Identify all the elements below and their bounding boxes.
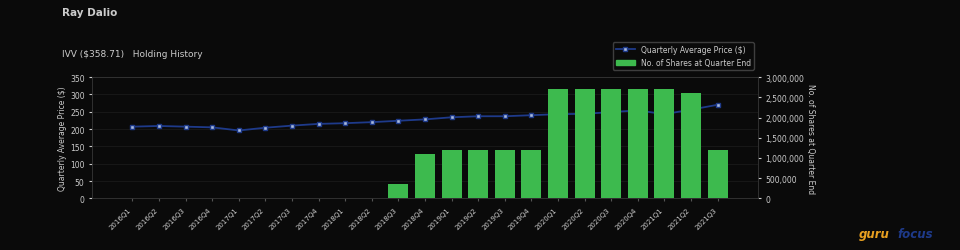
Bar <box>494 150 515 199</box>
Bar <box>521 150 541 199</box>
Bar <box>176 198 196 199</box>
Bar <box>708 150 728 199</box>
Text: IVV ($358.71)   Holding History: IVV ($358.71) Holding History <box>62 50 203 59</box>
Bar <box>149 198 169 199</box>
Bar <box>123 198 142 199</box>
Bar <box>362 198 382 199</box>
Legend: Quarterly Average Price ($), No. of Shares at Quarter End: Quarterly Average Price ($), No. of Shar… <box>612 43 754 71</box>
Bar <box>655 90 674 199</box>
Text: guru: guru <box>859 227 890 240</box>
Bar <box>415 154 435 199</box>
Bar <box>681 94 701 199</box>
Bar <box>203 198 222 199</box>
Y-axis label: Quarterly Average Price ($): Quarterly Average Price ($) <box>59 86 67 190</box>
Bar <box>575 90 594 199</box>
Bar <box>601 90 621 199</box>
Bar <box>282 198 302 199</box>
Bar <box>389 184 408 199</box>
Bar <box>255 198 276 199</box>
Bar <box>442 150 462 199</box>
Text: Ray Dalio: Ray Dalio <box>62 8 118 18</box>
Bar <box>548 90 568 199</box>
Bar <box>468 150 489 199</box>
Bar <box>335 198 355 199</box>
Y-axis label: No. of Shares at Quarter End: No. of Shares at Quarter End <box>806 83 815 193</box>
Bar <box>309 198 328 199</box>
Bar <box>628 90 648 199</box>
Bar <box>228 198 249 199</box>
Text: focus: focus <box>898 227 933 240</box>
